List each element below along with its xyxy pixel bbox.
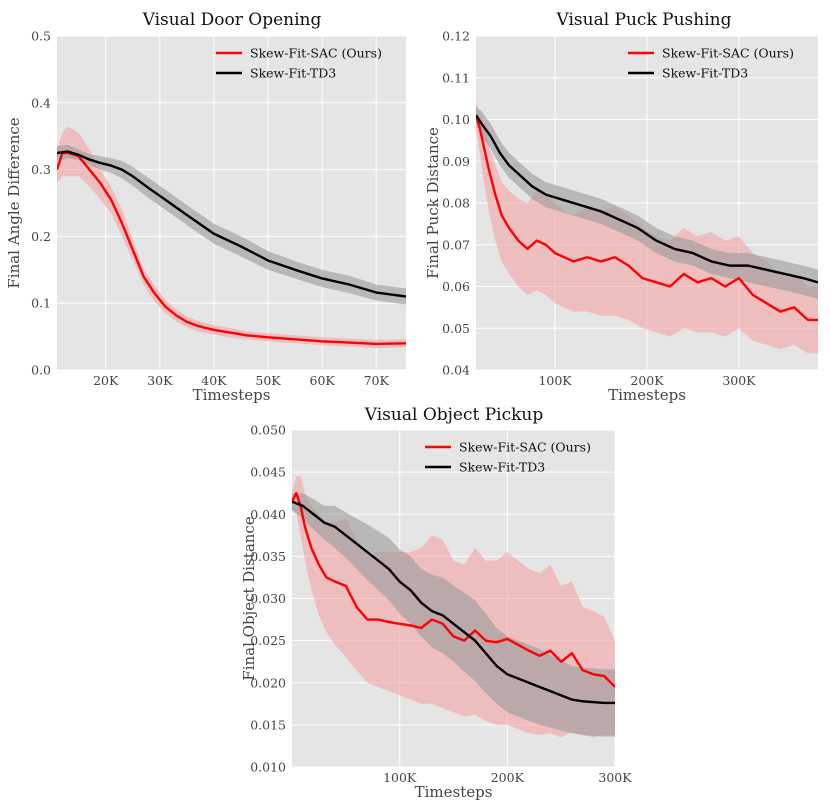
y-tick-label: 0.08 xyxy=(442,196,470,211)
x-tick-label: 200K xyxy=(630,373,664,388)
x-tick-label: 300K xyxy=(722,373,756,388)
y-tick-label: 0.07 xyxy=(442,237,470,252)
y-tick-label: 0.11 xyxy=(442,70,470,85)
y-tick-label: 0.035 xyxy=(250,549,286,564)
legend-label-sac: Skew-Fit-SAC (Ours) xyxy=(250,46,382,61)
series-layer xyxy=(57,126,406,348)
x-tick-label: 200K xyxy=(491,770,525,785)
line-td3 xyxy=(292,500,615,705)
x-tick-label: 70K xyxy=(364,373,390,388)
x-tick-label: 20K xyxy=(93,373,119,388)
y-tick-label: 0.040 xyxy=(250,507,286,522)
y-tick-label: 0.030 xyxy=(250,591,286,606)
y-tick-label: 0.045 xyxy=(250,465,286,480)
y-tick-label: 0.10 xyxy=(442,112,470,127)
y-axis-label: Final Object Distance xyxy=(240,516,258,681)
x-tick-label: 50K xyxy=(255,373,281,388)
y-tick-label: 0.025 xyxy=(250,633,286,648)
legend-label-sac: Skew-Fit-SAC (Ours) xyxy=(662,46,794,61)
band-td3 xyxy=(292,493,615,737)
x-axis-label: Timesteps xyxy=(193,386,271,404)
legend: Skew-Fit-SAC (Ours) Skew-Fit-TD3 xyxy=(628,46,794,81)
x-axis-label: Timesteps xyxy=(608,386,686,404)
legend-label-td3: Skew-Fit-TD3 xyxy=(459,460,545,475)
x-tick-label: 300K xyxy=(598,770,632,785)
x-tick-label: 40K xyxy=(201,373,227,388)
band-sac xyxy=(476,102,818,354)
x-axis-label: Timesteps xyxy=(415,783,493,801)
chart-puck-pushing: 0.04 0.05 0.06 0.07 0.08 0.09 0.10 0.11 0.12 100K… xyxy=(424,10,818,404)
chart-door-opening: 0.0 0.1 0.2 0.3 0.4 0.5 20K 30K 40K 50K 60K 70K Time… xyxy=(5,10,406,404)
line-td3 xyxy=(57,150,406,298)
legend-label-td3: Skew-Fit-TD3 xyxy=(662,66,748,81)
y-tick-label: 0.5 xyxy=(31,29,51,44)
line-sac xyxy=(476,114,818,322)
x-tick-label: 100K xyxy=(383,770,417,785)
y-axis-label: Final Angle Difference xyxy=(5,117,23,288)
line-sac xyxy=(292,491,615,688)
x-tick-label: 100K xyxy=(538,373,572,388)
chart-title: Visual Object Pickup xyxy=(364,405,544,425)
y-tick-label: 0.0 xyxy=(31,363,51,378)
line-td3 xyxy=(476,114,818,284)
y-tick-label: 0.4 xyxy=(31,95,51,110)
legend-label-sac: Skew-Fit-SAC (Ours) xyxy=(459,440,591,455)
y-axis-label: Final Puck Distance xyxy=(424,127,442,279)
y-tick-label: 0.050 xyxy=(250,423,286,438)
legend: Skew-Fit-SAC (Ours) Skew-Fit-TD3 xyxy=(425,440,591,475)
band-td3 xyxy=(476,106,818,300)
y-tick-label: 0.010 xyxy=(250,760,286,775)
y-tick-label: 0.04 xyxy=(442,363,470,378)
y-tick-label: 0.06 xyxy=(442,279,470,294)
legend-label-td3: Skew-Fit-TD3 xyxy=(250,66,336,81)
y-tick-label: 0.015 xyxy=(250,717,286,732)
y-tick-label: 0.020 xyxy=(250,675,286,690)
x-tick-label: 60K xyxy=(310,373,336,388)
series-layer xyxy=(476,102,818,354)
y-tick-label: 0.1 xyxy=(31,296,51,311)
y-tick-label: 0.12 xyxy=(442,29,470,44)
x-tick-label: 30K xyxy=(147,373,173,388)
y-tick-label: 0.05 xyxy=(442,321,470,336)
chart-object-pickup: 0.010 0.015 0.020 0.025 0.030 0.035 0.040 0.045… xyxy=(240,405,632,801)
y-tick-label: 0.2 xyxy=(31,229,51,244)
chart-title: Visual Door Opening xyxy=(142,10,322,30)
y-tick-label: 0.3 xyxy=(31,162,51,177)
legend: Skew-Fit-SAC (Ours) Skew-Fit-TD3 xyxy=(216,46,382,81)
series-layer xyxy=(292,476,615,738)
chart-title: Visual Puck Pushing xyxy=(555,10,731,30)
y-tick-label: 0.09 xyxy=(442,154,470,169)
line-sac xyxy=(57,151,406,346)
